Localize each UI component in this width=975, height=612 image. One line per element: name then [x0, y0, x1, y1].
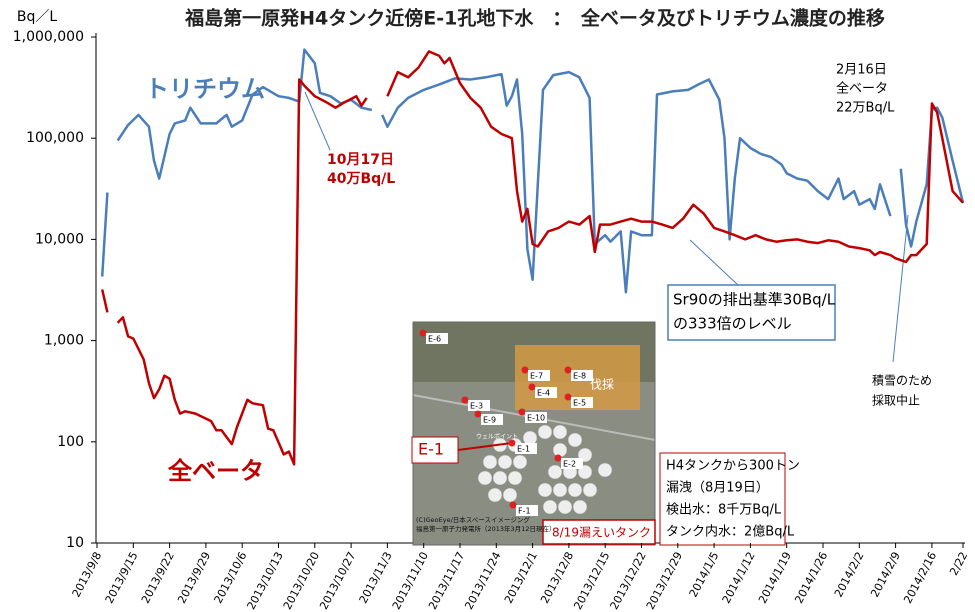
snow-pointer — [892, 214, 909, 363]
y-tick-label: 1,000 — [44, 333, 84, 349]
x-tick-label: 2014/2/9 — [868, 550, 903, 600]
sr90-box — [667, 284, 836, 341]
e1-pointer — [457, 442, 513, 451]
annotation: 積雪のため — [872, 373, 932, 388]
well-label: E-3 — [470, 402, 483, 411]
oct17-pointer — [304, 91, 331, 151]
series-line — [100, 48, 965, 294]
leak-box — [659, 452, 786, 546]
annotation: 検出水：8千万Bq/L — [666, 503, 782, 518]
well-label-bg — [528, 370, 550, 381]
x-tick-label: 2013/10/20 — [281, 550, 322, 612]
series-label: トリチウム — [145, 75, 265, 103]
annotation: E-1 — [418, 440, 444, 459]
well-marker — [518, 408, 526, 416]
x-tick-label: 2013/11/3 — [357, 550, 395, 606]
well-label: E-6 — [428, 335, 441, 344]
well-marker — [564, 366, 572, 374]
x-tick-label: 2013/11/24 — [462, 550, 503, 612]
map-credit: (C)GeoEye/日本スペースイメージング — [416, 515, 530, 524]
well-marker — [554, 454, 562, 462]
well-label: E-8 — [573, 372, 586, 381]
x-tick-label: 2013/12/15 — [571, 550, 612, 612]
y-tick-label: 10 — [66, 535, 84, 551]
x-tick-label: 2013/12/22 — [608, 550, 649, 612]
well-label: F-1 — [518, 507, 531, 516]
x-tick-label: 2014/1/26 — [792, 550, 830, 606]
map-label: ウェルポイント — [476, 433, 518, 441]
well-marker — [474, 410, 482, 418]
x-tick-label: 2013/11/17 — [426, 550, 467, 612]
well-marker — [419, 329, 427, 337]
well-marker — [461, 396, 469, 404]
map-label: 伐採 — [590, 378, 614, 392]
well-marker — [509, 501, 517, 509]
well-label: E-10 — [527, 414, 545, 423]
x-tick-label: 2013/9/29 — [175, 550, 213, 606]
annotation: 2月16日 — [836, 63, 887, 78]
well-marker — [508, 439, 516, 447]
annotation: 漏洩（8月19日） — [666, 480, 769, 496]
chart-title: 福島第一原発H4タンク近傍E-1孔地下水 ： 全ベータ及びトリチウム濃度の推移 — [184, 7, 885, 30]
x-tick-label: 2/22 — [947, 550, 970, 578]
x-tick-label: 2013/9/22 — [139, 550, 177, 606]
x-tick-label: 2013/11/10 — [390, 550, 431, 612]
map-credit: 福島第一原子力発電所（2013年3月12日現在） — [416, 524, 555, 533]
y-tick-label: 100 — [57, 434, 84, 450]
y-tick-label: 1,000,000 — [13, 29, 84, 45]
map-frame — [412, 321, 656, 546]
well-label-bg — [561, 458, 583, 469]
x-tick-label: 2013/12/1 — [502, 550, 540, 606]
x-tick-label: 2013/10/27 — [317, 550, 358, 612]
well-label-bg — [516, 505, 538, 516]
x-tick-label: 2013/9/15 — [103, 550, 141, 606]
x-tick-label: 2014/1/19 — [756, 550, 794, 606]
well-label-bg — [535, 387, 557, 398]
well-label: E-5 — [573, 399, 586, 408]
x-tick-label: 2014/1/12 — [720, 550, 758, 606]
x-tick-label: 2014/2/2 — [832, 550, 867, 600]
well-label: E-2 — [563, 460, 576, 469]
annotation: 採取中止 — [872, 393, 920, 408]
x-tick-label: 2013/12/8 — [538, 550, 576, 606]
tank-box — [542, 519, 656, 545]
sr90-pointer — [689, 239, 739, 286]
well-marker — [521, 366, 529, 374]
y-axis-label: Bq／L — [17, 9, 57, 25]
annotation: 10月17日 — [327, 152, 394, 168]
x-tick-label: 2013/10/13 — [245, 550, 286, 612]
well-label-bg — [468, 400, 490, 411]
annotation: H4タンクから300トン — [666, 459, 800, 474]
well-label: E-1 — [517, 445, 530, 454]
series-line — [100, 50, 964, 466]
x-tick-label: 2013/9/8 — [70, 550, 105, 600]
x-tick-label: 2014/2/16 — [901, 550, 939, 606]
e1-box — [411, 436, 459, 464]
well-marker — [564, 393, 572, 401]
annotation: Sr90の排出基準30Bq/L — [673, 291, 836, 309]
annotation: タンク内水：2億Bq/L — [666, 524, 795, 540]
series-label: 全ベータ — [167, 457, 264, 485]
well-label-bg — [515, 443, 537, 454]
well-label-bg — [525, 412, 547, 423]
well-label-bg — [571, 370, 593, 381]
well-label: E-9 — [483, 416, 496, 425]
y-tick-label: 10,000 — [35, 231, 84, 247]
x-tick-label: 2013/10/6 — [212, 550, 250, 606]
well-label: E-4 — [537, 389, 550, 398]
y-tick-label: 100,000 — [26, 130, 84, 146]
well-label-bg — [481, 414, 503, 425]
annotation: 40万Bq/L — [327, 171, 395, 187]
annotation: 全ベータ — [836, 81, 888, 97]
well-marker — [528, 383, 536, 391]
annotation: 22万Bq/L — [836, 101, 895, 116]
annotation: 8/19漏えいタンク — [552, 526, 651, 540]
x-tick-label: 2013/12/29 — [644, 550, 685, 612]
well-label-bg — [571, 397, 593, 408]
x-tick-label: 2014/1/5 — [687, 550, 722, 600]
well-label-bg — [426, 333, 448, 344]
well-label: E-7 — [530, 372, 543, 381]
annotation: の333倍のレベル — [673, 315, 792, 333]
